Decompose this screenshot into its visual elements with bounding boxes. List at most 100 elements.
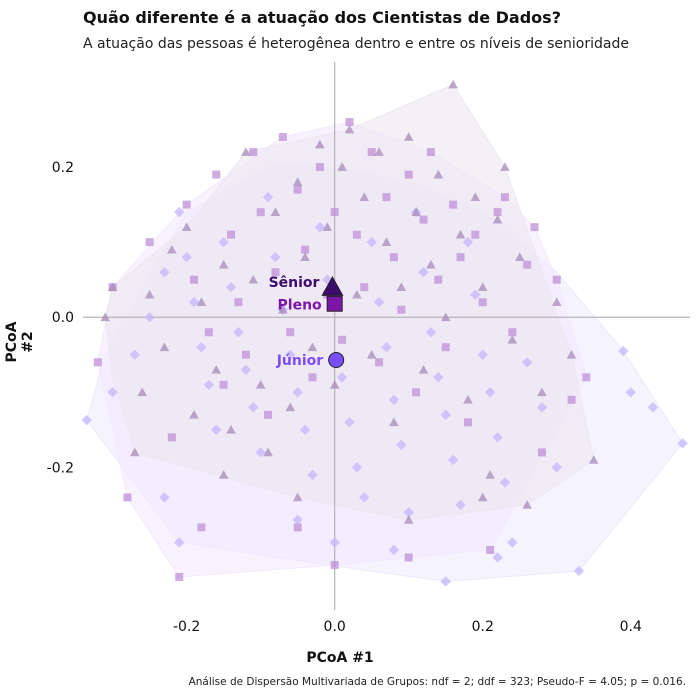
point-senior: [418, 364, 429, 374]
point-junior: [285, 349, 296, 360]
hull-layer: [86, 83, 684, 583]
point-pleno: [197, 523, 206, 532]
point-senior: [403, 132, 414, 141]
point-senior: [492, 214, 503, 224]
point-junior: [677, 438, 688, 449]
point-pleno: [330, 560, 339, 569]
y-tick-label: -0.2: [47, 460, 74, 476]
point-senior: [263, 447, 273, 457]
point-junior: [255, 447, 266, 458]
point-pleno: [382, 193, 391, 202]
point-pleno: [419, 215, 428, 224]
point-junior: [477, 349, 488, 360]
point-junior: [203, 379, 215, 390]
point-senior: [270, 207, 281, 216]
point-junior: [174, 537, 185, 548]
point-junior: [625, 387, 636, 398]
point-junior: [388, 394, 400, 406]
point-pleno: [256, 208, 265, 217]
point-senior: [500, 162, 510, 171]
point-pleno: [508, 328, 517, 337]
point-senior: [196, 297, 207, 307]
point-senior: [189, 410, 199, 419]
x-tick-label: 0.4: [620, 619, 642, 635]
point-pleno: [537, 448, 546, 457]
point-pleno: [227, 230, 236, 239]
point-pleno: [412, 388, 421, 397]
point-senior: [537, 387, 547, 397]
point-pleno: [278, 133, 287, 142]
point-pleno: [182, 200, 191, 209]
point-pleno: [301, 245, 310, 254]
point-junior: [240, 364, 252, 375]
point-pleno: [123, 493, 132, 502]
point-junior: [81, 414, 92, 426]
point-junior: [351, 462, 363, 473]
x-tick-label: 0.2: [472, 619, 494, 635]
point-junior: [433, 372, 444, 383]
point-junior: [174, 206, 185, 218]
point-senior: [477, 282, 488, 292]
point-pleno: [190, 275, 199, 284]
point-junior: [129, 349, 141, 360]
series-senior: [100, 79, 599, 524]
point-junior: [299, 424, 311, 436]
point-senior: [566, 349, 577, 359]
point-senior: [307, 342, 318, 352]
point-junior: [403, 507, 414, 518]
point-pleno: [308, 373, 317, 382]
point-junior: [425, 327, 437, 338]
point-senior: [381, 237, 392, 247]
point-senior: [248, 274, 259, 284]
point-pleno: [345, 118, 354, 127]
point-pleno: [175, 572, 184, 581]
point-pleno: [264, 410, 273, 419]
point-pleno: [352, 230, 361, 239]
point-pleno: [523, 260, 532, 269]
point-junior: [211, 424, 222, 436]
point-pleno: [145, 238, 154, 247]
point-junior: [225, 282, 237, 293]
point-senior: [374, 147, 384, 156]
point-pleno: [456, 253, 465, 262]
point-junior: [551, 462, 562, 473]
point-junior: [144, 312, 155, 323]
point-senior: [278, 304, 288, 314]
y-tick-label: 0.0: [52, 310, 74, 326]
point-junior: [462, 236, 474, 248]
point-pleno: [375, 358, 384, 367]
tick-layer: -0.2 0.0 0.2 0.4 0.2 0.0 -0.2: [47, 160, 642, 635]
point-pleno: [486, 545, 495, 554]
point-junior: [329, 537, 340, 548]
point-senior: [315, 139, 325, 149]
point-senior: [359, 192, 370, 201]
point-junior: [499, 477, 511, 488]
point-senior: [167, 244, 177, 254]
point-senior: [292, 492, 303, 502]
point-junior: [181, 251, 192, 263]
point-senior: [588, 455, 599, 464]
point-pleno: [567, 395, 576, 404]
point-junior: [196, 342, 207, 353]
point-senior: [181, 222, 192, 231]
point-pleno: [582, 373, 591, 382]
point-junior: [159, 492, 170, 503]
point-junior: [484, 387, 496, 398]
point-junior: [159, 266, 170, 278]
point-pleno: [397, 305, 406, 314]
point-senior: [130, 447, 140, 457]
point-senior: [366, 349, 377, 359]
point-senior: [440, 312, 451, 322]
point-junior: [359, 492, 370, 503]
x-tick-label: 0.0: [324, 619, 346, 635]
point-junior: [233, 327, 244, 338]
point-senior: [426, 259, 436, 269]
point-junior: [262, 191, 274, 203]
point-senior: [100, 312, 111, 322]
point-pleno: [241, 350, 250, 359]
chart-title: Quão diferente é a atuação dos Cientista…: [83, 8, 561, 27]
point-senior: [107, 282, 118, 292]
point-senior: [159, 342, 170, 352]
point-senior: [344, 124, 355, 134]
